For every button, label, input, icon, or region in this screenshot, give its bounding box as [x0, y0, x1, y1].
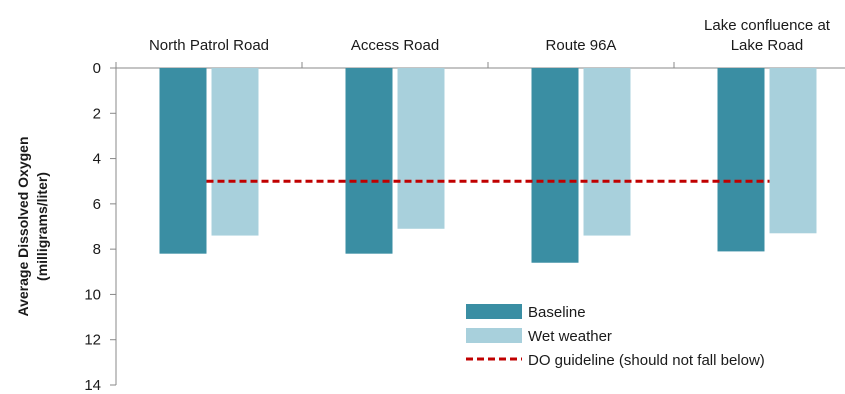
legend-swatch [466, 328, 522, 343]
legend-label: Baseline [528, 304, 586, 321]
category-label: Access Road [351, 37, 439, 54]
legend-swatch [466, 304, 522, 319]
labels: North Patrol Road Access Road Route 96A Lak… [15, 17, 831, 317]
legend: Baseline Wet weather DO guideline (should … [466, 304, 765, 369]
y-tick-label: 8 [93, 241, 101, 258]
y-tick-label: 14 [84, 377, 101, 394]
category-label-line: North Patrol Road [149, 37, 269, 54]
y-tick-label: 6 [93, 196, 101, 213]
bar-wet-weather [211, 68, 259, 236]
bars [159, 68, 817, 263]
category-label-line: Lake Road [731, 37, 804, 54]
y-tick-label: 4 [93, 151, 101, 168]
y-axis-label-line: Average Dissolved Oxygen [15, 136, 31, 316]
bar-baseline [159, 68, 207, 254]
category-label: Lake confluence at Lake Road [704, 17, 831, 54]
category-label: Route 96A [546, 37, 617, 54]
bar-baseline [717, 68, 765, 252]
y-axis-label: Average Dissolved Oxygen (milligrams/lite… [15, 136, 50, 316]
category-label: North Patrol Road [149, 37, 269, 54]
bar-wet-weather [397, 68, 445, 229]
y-tick-label: 12 [84, 332, 101, 349]
bar-baseline [345, 68, 393, 254]
y-tick-label: 10 [84, 286, 101, 303]
category-label-line: Route 96A [546, 37, 617, 54]
bar-wet-weather [583, 68, 631, 236]
bar-baseline [531, 68, 579, 263]
legend-label: Wet weather [528, 328, 612, 345]
y-tick-label: 0 [93, 60, 101, 77]
y-tick-label: 2 [93, 105, 101, 122]
category-label-line: Access Road [351, 37, 439, 54]
category-label-line: Lake confluence at [704, 17, 831, 34]
legend-label: DO guideline (should not fall below) [528, 352, 765, 369]
y-axis-label-line: (milligrams/liter) [34, 172, 50, 281]
bar-wet-weather [769, 68, 817, 234]
